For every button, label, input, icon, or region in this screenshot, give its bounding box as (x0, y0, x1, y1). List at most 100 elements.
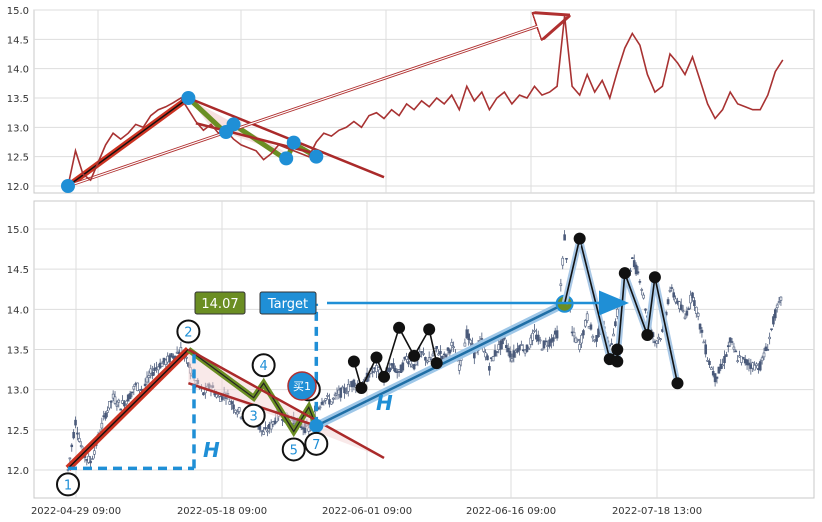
candle-body (264, 427, 267, 430)
candle-body (495, 351, 499, 353)
candle-body (689, 294, 692, 304)
candle-body (322, 400, 326, 403)
swing-point (408, 349, 421, 362)
candle-body (395, 371, 399, 373)
candle-body (486, 355, 489, 361)
candle-body (559, 283, 563, 286)
candle-body (420, 351, 423, 353)
candle-body (666, 299, 670, 305)
top-pattern-point (226, 117, 241, 132)
candle-body (76, 432, 79, 435)
candle-body (698, 323, 702, 330)
candle-body (772, 316, 775, 325)
candle-body (610, 343, 613, 345)
candle-body (508, 350, 512, 358)
candle-body (777, 301, 781, 303)
candle-body (452, 346, 455, 349)
swing-point (573, 232, 586, 245)
top-grid (34, 9, 814, 193)
candle-body (113, 396, 117, 404)
candle-body (527, 348, 531, 350)
candle-body (422, 353, 425, 355)
pattern-point-number: 2 (184, 326, 192, 341)
pattern-point-number: 1 (64, 478, 72, 493)
candle-body (104, 412, 107, 419)
top-y-tick-label: 12.0 (7, 182, 29, 193)
candle-body (448, 349, 452, 354)
candle-body (446, 347, 450, 351)
candle-body (346, 384, 350, 392)
candle-body (755, 363, 758, 366)
candle-body (693, 300, 696, 307)
candle-body (108, 401, 111, 409)
swing-point (347, 355, 360, 368)
candle-body (518, 345, 521, 351)
bottom-y-tick-label: 13.0 (7, 386, 29, 397)
candle-body (561, 257, 565, 266)
candle-body (457, 364, 461, 371)
candle-body (160, 362, 164, 367)
top-y-tick-label: 13.0 (7, 123, 29, 134)
candle-body (115, 404, 119, 407)
pattern-point-badge (176, 319, 201, 344)
candle-body (237, 407, 241, 412)
candle-body (758, 361, 762, 371)
candle-body (753, 364, 756, 371)
candle-body (704, 344, 707, 355)
candle-body (111, 393, 115, 399)
candle-body (394, 368, 397, 373)
buy-marker-label: 买1 (293, 380, 311, 393)
h-label-right: H (376, 391, 393, 415)
candle-body (668, 289, 672, 292)
candle-body (424, 357, 427, 361)
candle-body (269, 422, 273, 430)
swing-point (378, 370, 391, 383)
candle-body (632, 260, 636, 268)
candle-body (644, 308, 647, 311)
bottom-x-tick-label: 2022-05-18 09:00 (177, 506, 267, 517)
candle-body (642, 294, 645, 299)
target-annotation: 14.07 Target (194, 290, 629, 316)
candle-body (779, 296, 783, 301)
projection-start (309, 418, 324, 433)
top-up-leg-core (67, 97, 189, 187)
candle-body (109, 400, 113, 403)
candle-body (510, 358, 514, 362)
candle-body (730, 341, 734, 343)
bottom-x-tick-label: 2022-07-18 13:00 (612, 506, 702, 517)
candle-body (429, 357, 433, 360)
candle-body (431, 353, 435, 357)
candle-body (72, 432, 75, 439)
candle-body (512, 350, 516, 358)
candle-body (215, 394, 218, 398)
candle-body (659, 338, 662, 340)
bottom-y-tick-label: 12.5 (7, 426, 29, 437)
candle-body (352, 379, 356, 387)
candle-body (130, 391, 134, 394)
buy-marker: 买1 (287, 371, 317, 401)
candle-body (106, 410, 109, 413)
candle-body (232, 404, 235, 410)
candle-body (437, 353, 440, 356)
candle-body (501, 338, 504, 345)
candle-body (153, 367, 156, 371)
bottom-x-tick-label: 2022-06-16 09:00 (466, 506, 556, 517)
top-pattern-point (286, 135, 301, 150)
candle-body (230, 401, 233, 405)
candle-body (631, 257, 634, 259)
pattern-point-number: 5 (290, 443, 298, 458)
top-projection-arrow-core (67, 16, 565, 187)
candle-body (87, 455, 90, 463)
candle-body (552, 337, 555, 342)
candle-body (125, 400, 128, 405)
top-pattern-point (279, 151, 294, 166)
bottom-panel: 12.0 12.5 13.0 13.5 14.0 14.5 15.0 2022-04-29 … (7, 200, 815, 517)
candle-body (401, 362, 405, 371)
candle-body (721, 364, 724, 367)
target-label: Target (267, 297, 308, 312)
swing-point (618, 267, 631, 280)
candle-body (320, 401, 324, 405)
candle-body (710, 367, 713, 370)
candle-body (585, 313, 589, 322)
bottom-y-tick-label: 14.5 (7, 265, 29, 276)
